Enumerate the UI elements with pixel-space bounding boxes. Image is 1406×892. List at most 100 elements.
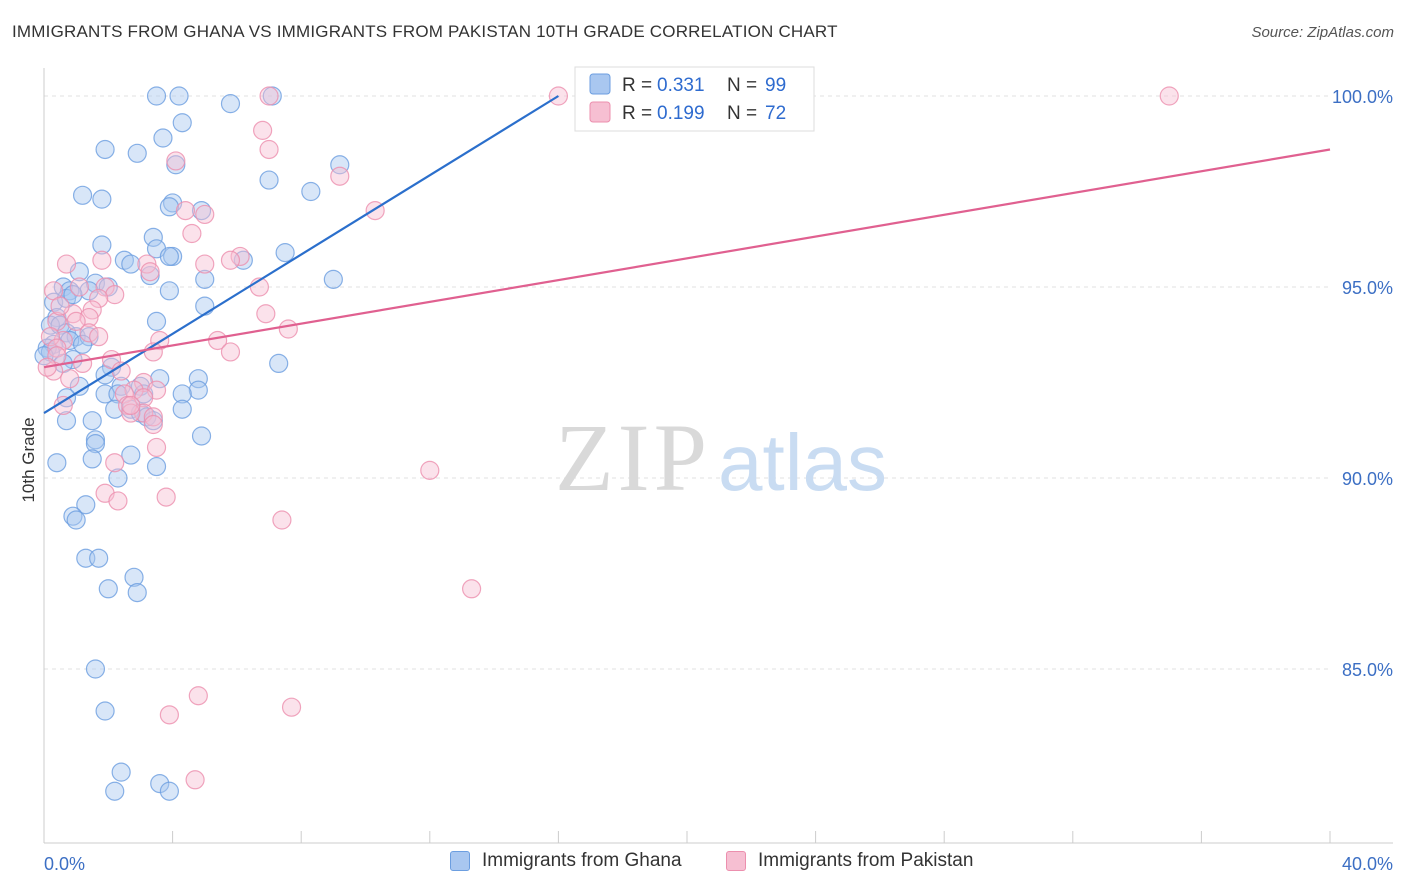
data-point — [72, 353, 93, 373]
data-point — [256, 304, 276, 324]
data-point — [159, 281, 179, 301]
watermark-atlas: atlas — [718, 418, 887, 507]
y-tick-label-0: 100.0% — [1332, 87, 1393, 107]
data-point — [82, 411, 102, 431]
y-axis-label: 10th Grade — [19, 417, 38, 502]
data-point — [140, 262, 160, 282]
data-point — [220, 94, 241, 114]
data-point — [195, 254, 215, 274]
data-point — [188, 686, 208, 706]
data-point — [166, 151, 186, 171]
data-point — [53, 395, 73, 416]
data-point — [95, 277, 115, 297]
data-point — [98, 579, 118, 599]
data-point — [85, 273, 106, 293]
data-point — [127, 582, 147, 603]
data-point — [92, 250, 112, 270]
data-point — [56, 411, 77, 431]
data-point — [89, 327, 109, 347]
data-point — [159, 197, 179, 217]
legend-label-ghana: Immigrants from Ghana — [482, 850, 682, 871]
stats-legend: R = 0.331 N = 99 R = 0.199 N = 72 — [574, 66, 815, 132]
data-point — [323, 269, 343, 289]
data-point — [195, 204, 215, 225]
legend-item-ghana[interactable]: Immigrants from Ghana — [450, 850, 682, 872]
source-label: Source: ZipAtlas.com — [1251, 24, 1394, 41]
legend-swatch-0 — [589, 73, 611, 95]
data-point — [40, 327, 61, 347]
data-point — [143, 407, 163, 427]
watermark-zip: ZIP — [555, 404, 711, 511]
data-point — [63, 285, 83, 305]
data-point — [461, 579, 482, 599]
data-point — [159, 781, 179, 801]
legend-item-pakistan[interactable]: Immigrants from Pakistan — [726, 850, 973, 872]
data-point — [114, 384, 134, 404]
data-point — [95, 139, 115, 160]
data-point — [281, 697, 302, 717]
data-point — [188, 369, 208, 389]
data-point — [1159, 86, 1179, 106]
data-point — [105, 453, 125, 473]
data-point — [108, 468, 128, 488]
data-point — [150, 773, 170, 794]
data-point — [60, 369, 80, 389]
legend-n-value-1: 72 — [765, 103, 786, 124]
data-point — [195, 296, 215, 316]
data-point — [105, 781, 125, 801]
axes — [43, 68, 1393, 844]
data-point — [259, 170, 279, 190]
trend-line-1 — [43, 148, 1331, 369]
data-point — [150, 369, 170, 389]
data-point — [85, 434, 106, 454]
data-point — [188, 380, 208, 400]
series-layer — [34, 86, 1179, 801]
data-point — [105, 285, 125, 305]
data-point — [156, 487, 176, 507]
data-point — [172, 384, 192, 404]
data-point — [79, 281, 99, 301]
data-point — [185, 770, 205, 790]
data-point — [89, 288, 109, 309]
data-point — [330, 166, 350, 186]
tick-labels: 100.0% 95.0% 90.0% 85.0% 0.0% 40.0% — [44, 87, 1393, 874]
legend-r-value-0: 0.331 — [657, 75, 705, 96]
data-point — [56, 254, 77, 274]
data-point — [127, 143, 147, 163]
legend-swatch-pakistan — [726, 851, 746, 871]
data-point — [220, 342, 241, 362]
legend-n-label-0: N = — [727, 75, 757, 96]
data-point — [272, 510, 292, 530]
data-point — [72, 185, 93, 205]
data-point — [278, 319, 298, 339]
trend-layer — [43, 95, 1331, 414]
data-point — [89, 548, 109, 568]
data-point — [420, 460, 440, 480]
legend-n-label-1: N = — [727, 103, 757, 124]
data-point — [259, 86, 279, 106]
data-point — [101, 357, 122, 377]
data-point — [47, 338, 67, 358]
legend-r-label-1: R = — [622, 103, 652, 124]
data-point — [159, 705, 179, 725]
data-point — [92, 235, 112, 255]
data-point — [95, 701, 115, 721]
data-point — [195, 269, 215, 289]
data-point — [230, 246, 250, 267]
data-point — [146, 437, 167, 458]
data-point — [72, 334, 93, 354]
data-point — [79, 307, 99, 328]
data-point — [82, 449, 102, 469]
data-point — [220, 250, 241, 270]
data-point — [172, 113, 192, 133]
data-point — [69, 277, 89, 297]
data-point — [146, 456, 167, 477]
data-point — [47, 453, 67, 473]
x-tick-label-1: 40.0% — [1342, 854, 1393, 874]
data-point — [124, 567, 144, 587]
data-point — [121, 395, 141, 416]
data-point — [191, 426, 212, 446]
data-point — [159, 246, 179, 267]
legend-swatch-1 — [589, 101, 611, 123]
data-point — [85, 659, 106, 679]
